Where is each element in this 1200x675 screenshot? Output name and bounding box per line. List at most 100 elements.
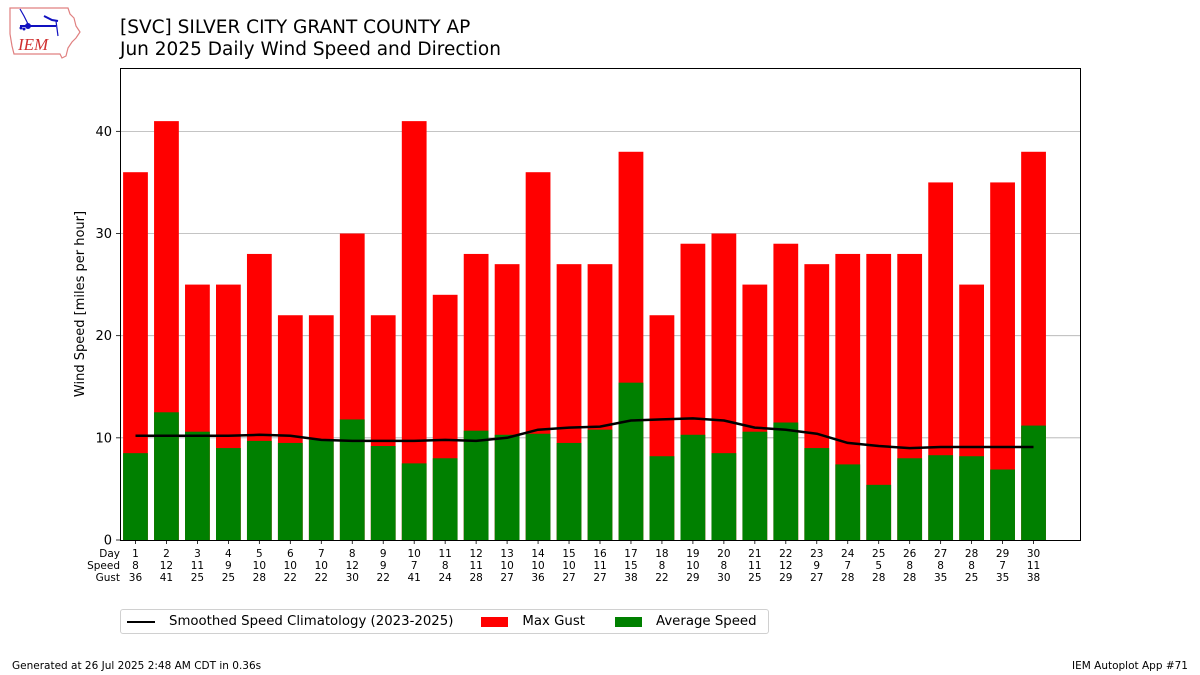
gust-label: 22 <box>284 572 297 584</box>
gust-label: 36 <box>531 572 545 584</box>
y-axis-label: Wind Speed [miles per hour] <box>73 211 88 397</box>
day-label: 13 <box>500 548 513 560</box>
average-speed-bar <box>649 456 675 540</box>
average-speed-bar <box>339 419 365 540</box>
average-speed-bar <box>680 434 706 540</box>
day-row-label: Day <box>99 548 120 560</box>
average-speed-bar <box>587 429 613 540</box>
day-label: 25 <box>872 548 885 560</box>
day-label: 14 <box>531 548 545 560</box>
gust-label: 22 <box>655 572 668 584</box>
day-label: 5 <box>256 548 263 560</box>
average-speed-bar <box>308 439 334 540</box>
day-label: 12 <box>469 548 482 560</box>
speed-label: 12 <box>160 560 173 572</box>
legend: Smoothed Speed Climatology (2023-2025) M… <box>120 609 769 634</box>
gust-label: 41 <box>408 572 421 584</box>
day-label: 27 <box>934 548 947 560</box>
gust-label: 29 <box>779 572 792 584</box>
legend-label-max-gust: Max Gust <box>522 614 585 629</box>
day-label: 1 <box>132 548 139 560</box>
average-speed-bar <box>370 446 396 540</box>
speed-label: 11 <box>1027 560 1040 572</box>
day-label: 26 <box>903 548 917 560</box>
average-speed-bar <box>123 453 148 540</box>
day-label: 29 <box>996 548 1009 560</box>
gust-label: 27 <box>593 572 606 584</box>
legend-swatch-max-gust <box>481 616 509 627</box>
y-tick-label: 10 <box>95 431 112 446</box>
day-label: 3 <box>194 548 201 560</box>
speed-row-label: Speed <box>87 560 120 572</box>
average-speed-bar <box>277 442 303 540</box>
speed-label: 10 <box>315 560 328 572</box>
speed-label: 9 <box>225 560 232 572</box>
gust-label: 22 <box>377 572 390 584</box>
speed-label: 7 <box>999 560 1006 572</box>
chart-title-station: [SVC] SILVER CITY GRANT COUNTY AP <box>120 17 471 38</box>
legend-swatch-average-speed <box>615 616 642 627</box>
average-speed-bar <box>1021 425 1046 540</box>
iowa-outline-icon <box>9 7 81 59</box>
speed-label: 10 <box>686 560 699 572</box>
day-label: 10 <box>408 548 421 560</box>
speed-label: 8 <box>906 560 913 572</box>
average-speed-bar <box>804 448 830 540</box>
average-speed-bar <box>959 456 984 540</box>
speed-label: 11 <box>469 560 482 572</box>
day-label: 23 <box>810 548 823 560</box>
day-label: 6 <box>287 548 294 560</box>
day-label: 7 <box>318 548 325 560</box>
average-speed-bars <box>123 382 1046 540</box>
logo-text: IEM <box>17 35 49 54</box>
average-speed-bar <box>494 434 520 540</box>
gust-label: 27 <box>500 572 513 584</box>
day-label: 4 <box>225 548 232 560</box>
average-speed-bar <box>897 458 923 540</box>
gust-label: 35 <box>934 572 947 584</box>
average-speed-bar <box>618 382 644 540</box>
gust-label: 29 <box>686 572 699 584</box>
day-label: 30 <box>1027 548 1040 560</box>
average-speed-bar <box>711 453 737 540</box>
climatology-line <box>135 417 1034 450</box>
day-label: 18 <box>655 548 668 560</box>
gust-row-label: Gust <box>96 572 120 584</box>
iem-logo: IEM <box>9 7 81 59</box>
legend-label-average-speed: Average Speed <box>656 614 757 629</box>
average-speed-bar <box>773 422 799 540</box>
speed-label: 9 <box>380 560 387 572</box>
speed-label: 8 <box>132 560 139 572</box>
speed-label: 11 <box>748 560 761 572</box>
gust-label: 35 <box>996 572 1009 584</box>
day-label: 24 <box>841 548 855 560</box>
average-speed-bar <box>154 412 179 540</box>
speed-label: 10 <box>284 560 297 572</box>
gust-label: 25 <box>748 572 761 584</box>
plot-frame <box>120 68 1081 541</box>
day-label: 8 <box>349 548 356 560</box>
average-speed-bar <box>990 469 1015 540</box>
average-speed-bar <box>185 431 210 540</box>
day-label: 16 <box>593 548 607 560</box>
speed-label: 8 <box>937 560 944 572</box>
speed-label: 8 <box>659 560 666 572</box>
y-tick-label: 20 <box>95 329 112 344</box>
day-label: 15 <box>562 548 575 560</box>
gust-label: 30 <box>717 572 730 584</box>
speed-label: 11 <box>593 560 606 572</box>
average-speed-bar <box>463 430 489 540</box>
average-speed-bar <box>928 455 954 540</box>
day-label: 2 <box>163 548 170 560</box>
gust-label: 38 <box>1027 572 1040 584</box>
gust-label: 28 <box>872 572 885 584</box>
legend-label-climatology: Smoothed Speed Climatology (2023-2025) <box>169 614 454 629</box>
app-credit: IEM Autoplot App #71 <box>1072 660 1188 672</box>
day-label: 11 <box>438 548 451 560</box>
legend-item-average-speed: Average Speed <box>615 614 757 629</box>
legend-item-max-gust: Max Gust <box>481 614 585 629</box>
average-speed-bar <box>525 433 551 540</box>
average-speed-bar <box>835 464 861 540</box>
gust-label: 28 <box>253 572 266 584</box>
speed-label: 8 <box>968 560 975 572</box>
